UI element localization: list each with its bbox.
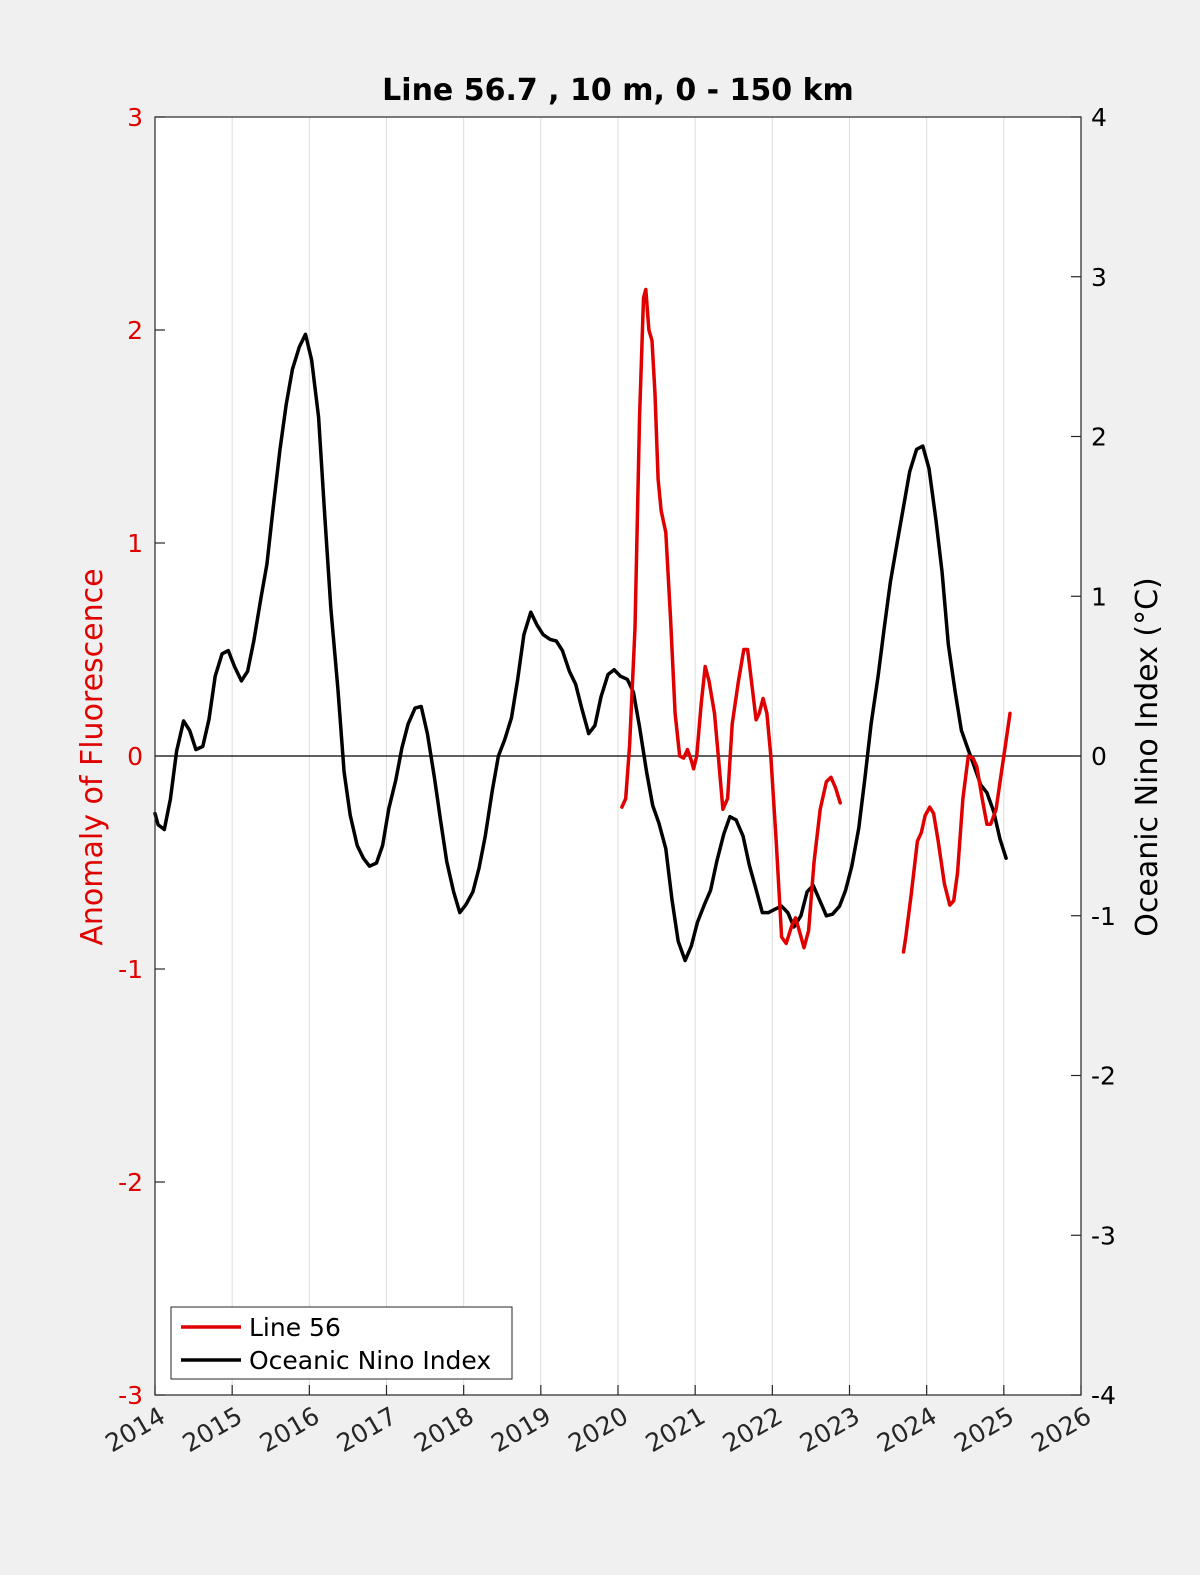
- right-tick-label: 2: [1091, 423, 1107, 452]
- legend-box: [170, 1306, 513, 1380]
- right-tick-label: 0: [1091, 742, 1107, 771]
- left-tick-label: -1: [118, 955, 143, 984]
- legend: Line 56 Oceanic Nino Index: [170, 1306, 513, 1380]
- left-tick-label: 1: [127, 529, 143, 558]
- series-line-oceanic-nino-index: [153, 332, 1008, 963]
- right-tick-label: -3: [1091, 1221, 1116, 1250]
- right-axis-label: Oceanic Nino Index (°C): [1130, 577, 1165, 937]
- series-line-line-56: [901, 711, 1012, 954]
- chart-title: Line 56.7 , 10 m, 0 - 150 km: [382, 73, 854, 108]
- right-tick-label: -2: [1091, 1062, 1116, 1091]
- left-tick-label: 2: [127, 316, 143, 345]
- series-line-line-56: [620, 287, 842, 950]
- legend-label-line56: Line 56: [249, 1313, 341, 1342]
- right-tick-label: 3: [1091, 263, 1107, 292]
- left-tick-label: -3: [118, 1381, 143, 1410]
- left-axis-label: Anomaly of Fluorescence: [75, 568, 110, 945]
- left-tick-label: 3: [127, 103, 143, 132]
- right-tick-label: 1: [1091, 582, 1107, 611]
- left-axis: -3 -2 -1 0 1 2 3: [118, 103, 165, 1410]
- left-tick-label: -2: [118, 1168, 143, 1197]
- right-tick-label: -4: [1091, 1381, 1116, 1410]
- right-tick-label: -1: [1091, 902, 1116, 931]
- series-group: [153, 287, 1012, 963]
- left-tick-label: 0: [127, 742, 143, 771]
- right-tick-label: 4: [1091, 103, 1107, 132]
- right-axis: -4 -3 -2 -1 0 1 2 3 4: [1071, 103, 1116, 1410]
- legend-label-oni: Oceanic Nino Index: [249, 1346, 491, 1375]
